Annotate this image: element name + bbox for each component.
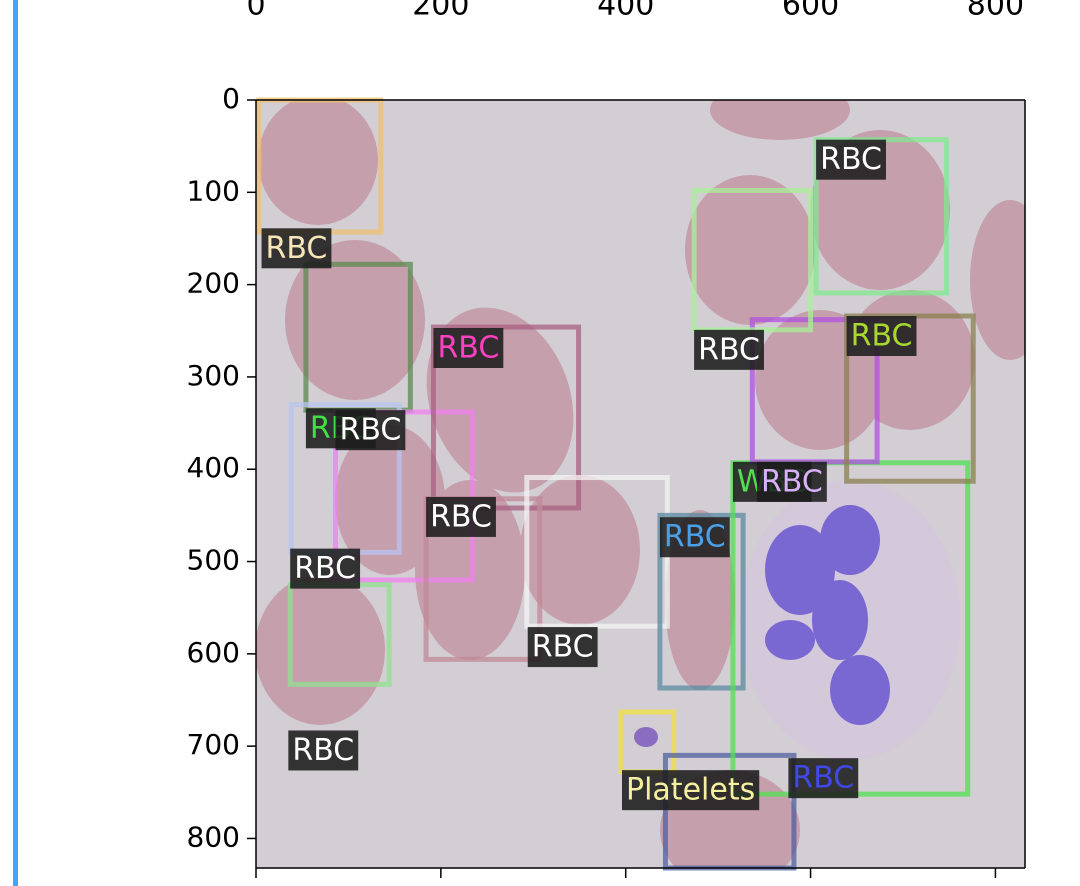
y-tick-label: 800 — [187, 820, 240, 853]
previous-x-tick-label: 400 — [597, 0, 654, 23]
label: RBC — [820, 142, 882, 177]
label-background — [659, 517, 730, 558]
label-background — [433, 328, 504, 368]
previous-x-tick-label: 800 — [967, 0, 1024, 23]
label: RBC — [294, 551, 356, 586]
label-background — [694, 329, 764, 370]
y-tick-label: 200 — [187, 267, 240, 300]
label-background — [290, 548, 361, 589]
label-background — [816, 139, 886, 180]
label: Platelets — [626, 773, 755, 808]
label: RBC — [664, 520, 726, 555]
label-background — [788, 758, 859, 799]
nucleus — [765, 505, 890, 725]
label: RBC — [698, 332, 760, 367]
label: RBC — [292, 733, 354, 768]
cell-indicator — [13, 0, 18, 886]
previous-x-tick-label: 600 — [782, 0, 839, 23]
label: RBC — [792, 761, 854, 796]
y-tick-label: 100 — [187, 174, 240, 207]
previous-x-tick-label: 0 — [246, 0, 265, 23]
label: RBC — [339, 413, 401, 448]
image — [256, 100, 1025, 868]
y-tick-label: 0 — [222, 82, 240, 115]
label-background — [426, 496, 496, 537]
y-tick-label: 300 — [187, 359, 240, 392]
label: RBC — [437, 331, 499, 366]
label-background — [261, 228, 332, 269]
label-background — [846, 316, 917, 356]
label: RBC — [430, 499, 492, 534]
label-background — [756, 461, 827, 502]
label: RBC — [761, 464, 823, 499]
y-tick-label: 400 — [187, 451, 240, 484]
previous-x-tick-label: 200 — [412, 0, 469, 23]
label-background — [288, 730, 359, 771]
y-tick-label: 500 — [187, 544, 240, 577]
bounding-box — [657, 512, 746, 691]
axes: 0 100 200 300 400 500 600 700 800 — [187, 82, 1026, 878]
label-background — [335, 410, 406, 451]
bounding-box — [430, 324, 582, 511]
y-tick-label: 600 — [187, 636, 240, 669]
label: RBC — [851, 319, 913, 354]
y-tick-label: 700 — [187, 728, 240, 761]
label-background — [527, 627, 598, 668]
bounding-box — [691, 187, 814, 333]
annotations: RBCRBCRBCRBCRBCRBCRBCRBCRBCPlateletsRBCW… — [256, 97, 976, 871]
label: RBC — [266, 231, 328, 266]
platelet — [634, 727, 658, 747]
label: RBC — [532, 630, 594, 665]
label-background — [622, 770, 760, 811]
